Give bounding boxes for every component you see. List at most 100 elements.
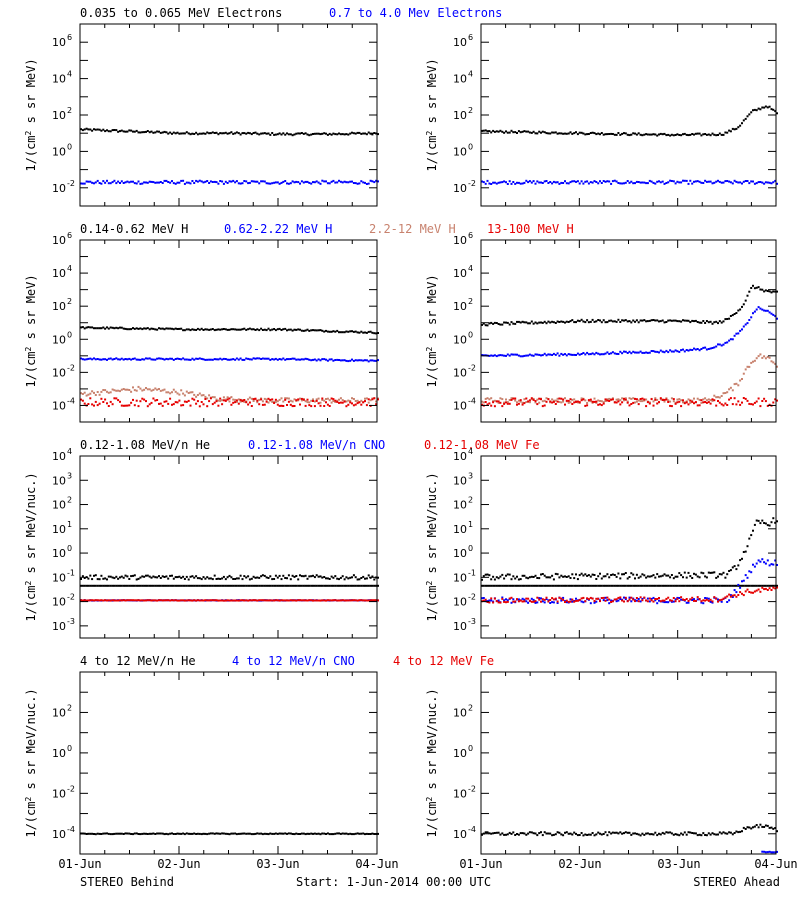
data-point [119, 326, 121, 329]
data-point [120, 575, 123, 578]
data-point [737, 384, 740, 387]
data-point [670, 599, 673, 602]
data-point [669, 400, 672, 403]
data-point [286, 329, 288, 332]
data-point [204, 398, 207, 400]
data-point [232, 328, 235, 331]
data-point [717, 575, 719, 578]
data-point [119, 390, 121, 393]
data-point [645, 599, 648, 602]
data-point [302, 584, 305, 587]
data-point [219, 584, 222, 587]
data-point [704, 397, 707, 400]
data-point [339, 584, 342, 587]
data-point [645, 320, 648, 323]
data-point [222, 584, 225, 587]
data-point [556, 400, 559, 403]
data-point [280, 397, 283, 400]
data-point [558, 397, 561, 400]
data-point [532, 598, 535, 601]
data-point [626, 352, 629, 354]
data-point [247, 131, 250, 134]
data-point [718, 599, 721, 602]
data-point [310, 599, 313, 602]
data-point [724, 832, 727, 835]
data-point [567, 353, 570, 356]
data-point [312, 832, 314, 835]
data-point [752, 529, 754, 532]
data-point [659, 349, 662, 352]
data-point [104, 130, 107, 133]
data-point [774, 315, 777, 318]
data-point [545, 400, 548, 403]
data-point [169, 181, 172, 184]
data-point [271, 578, 274, 581]
data-point [713, 346, 716, 349]
data-point [373, 584, 376, 587]
data-point [737, 400, 740, 403]
data-point [637, 403, 640, 406]
data-point [691, 400, 694, 403]
data-point [278, 584, 281, 587]
y-tick-exponent: 0 [67, 330, 72, 339]
series-ahead-high-energy-1 [761, 850, 778, 854]
data-point [347, 599, 350, 602]
data-point [514, 399, 517, 402]
data-point [726, 404, 729, 406]
data-point [715, 134, 718, 137]
data-point [705, 597, 708, 600]
data-point [152, 575, 155, 578]
data-point [654, 397, 657, 400]
data-point [685, 179, 688, 182]
y-axis-label-superscript: 2 [425, 346, 434, 351]
data-point [744, 117, 747, 120]
data-point [286, 404, 288, 406]
data-point [287, 358, 290, 361]
data-point [156, 357, 159, 360]
data-point [497, 584, 500, 587]
data-point [488, 354, 491, 357]
data-point [503, 577, 506, 580]
data-point [325, 584, 327, 587]
data-point [623, 573, 625, 576]
data-point [665, 574, 668, 577]
data-point [206, 599, 209, 602]
data-point [107, 832, 110, 835]
data-point [222, 357, 225, 360]
data-point [562, 398, 565, 401]
data-point [648, 351, 651, 354]
y-tick-label: 10 [52, 828, 66, 841]
data-point [549, 400, 552, 403]
data-point [634, 832, 636, 835]
data-point [183, 599, 186, 602]
data-point [739, 559, 742, 562]
data-point [741, 122, 743, 125]
data-point [661, 180, 664, 183]
data-point [510, 397, 513, 400]
data-point [750, 571, 753, 574]
data-point [600, 182, 603, 184]
data-point [159, 584, 162, 587]
legend-row3-2: 0.12-1.08 MeV/n CNO [248, 438, 385, 452]
data-point [278, 404, 281, 407]
data-point [235, 357, 238, 360]
data-point [193, 398, 196, 401]
data-point [576, 584, 579, 587]
data-point [532, 180, 535, 183]
data-point [624, 572, 627, 574]
data-point [252, 584, 255, 587]
data-point [593, 180, 596, 183]
data-point [113, 577, 116, 580]
data-point [284, 133, 287, 136]
data-point [654, 599, 657, 602]
data-point [549, 132, 552, 135]
data-point [310, 329, 313, 332]
data-point [328, 182, 331, 185]
data-point [367, 330, 370, 333]
data-point [115, 397, 118, 400]
data-point [271, 398, 274, 401]
data-point [495, 600, 498, 603]
data-point [527, 832, 530, 835]
data-point [252, 357, 255, 360]
data-point [543, 399, 546, 402]
